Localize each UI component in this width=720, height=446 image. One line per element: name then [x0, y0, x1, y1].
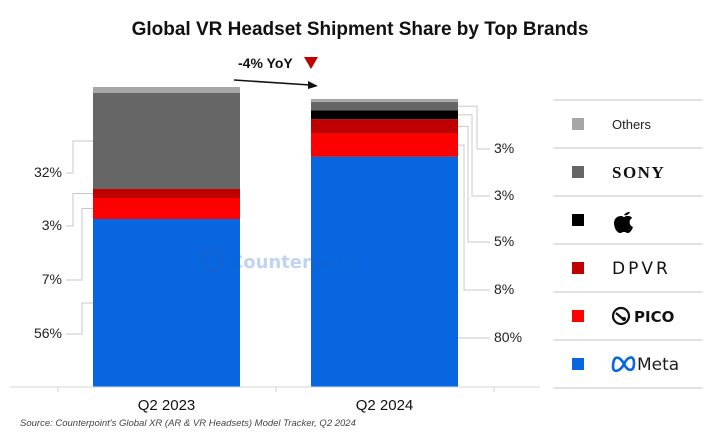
x-tick-label: Q2 2023 [138, 397, 196, 414]
dpvr-logo-icon: DPVR [612, 259, 671, 279]
label-connector [66, 140, 93, 174]
data-label-apple-q2-2024: 3% [494, 187, 514, 203]
pico-logo-icon [611, 306, 631, 326]
chart-title: Global VR Headset Shipment Share by Top … [132, 19, 589, 40]
data-label-meta-q2-2023: 56% [34, 325, 62, 341]
label-connector [66, 193, 93, 227]
legend-swatch [572, 118, 584, 130]
data-label-dpvr-q2-2024: 5% [494, 233, 514, 249]
bar-segment-apple [311, 110, 458, 120]
x-tick-labels: Q2 2023 Q2 2024 [138, 397, 414, 414]
down-triangle-icon [304, 57, 318, 69]
data-label-dpvr-q2-2023: 3% [42, 217, 62, 233]
legend-swatch [572, 310, 584, 322]
legend-swatch [572, 358, 584, 370]
data-label-pico-q2-2024: 8% [494, 281, 514, 297]
arrow-head-icon [308, 81, 318, 89]
data-label-pico-q2-2023: 7% [42, 271, 62, 287]
legend-item-pico: PICO [572, 306, 674, 326]
label-connector [66, 302, 93, 335]
bar-segment-others [311, 99, 458, 102]
label-connectors [66, 105, 490, 339]
yoy-arrow-line [233, 79, 311, 86]
counterpoint-logo-icon [200, 249, 224, 273]
legend: Others SONY DPVR PICO Meta [553, 99, 703, 389]
label-connector [458, 105, 490, 150]
data-label-sony-q2-2024: 3% [494, 140, 514, 156]
source-note: Source: Counterpoint's Global XR (AR & V… [20, 418, 356, 429]
bar-segment-dpvr [93, 189, 240, 198]
bar-segment-meta [93, 219, 240, 387]
watermark-text: Counterpoint [230, 252, 364, 273]
data-labels: 32% 3% 7% 56% 3% 3% 5% 8% 80% [34, 140, 522, 345]
sony-logo-icon: SONY [612, 163, 665, 182]
bar-segment-sony [93, 93, 240, 189]
legend-swatch [572, 214, 584, 226]
legend-item-sony: SONY [572, 163, 665, 182]
legend-item-dpvr: DPVR [572, 259, 671, 279]
bar-segment-sony [311, 101, 458, 111]
legend-swatch [572, 262, 584, 274]
bar-segment-pico [93, 198, 240, 219]
bar-segment-meta [311, 156, 458, 387]
data-label-sony-q2-2023: 32% [34, 164, 62, 180]
legend-label: Meta [637, 355, 679, 375]
legend-label: PICO [634, 308, 674, 326]
legend-item-others: Others [572, 117, 652, 132]
legend-label: Others [612, 117, 652, 132]
label-connector [458, 125, 490, 243]
bar-segment-pico [311, 133, 458, 157]
bar-segment-dpvr [311, 119, 458, 134]
data-label-meta-q2-2024: 80% [494, 329, 522, 345]
label-connector [458, 144, 490, 291]
label-connector [458, 114, 490, 197]
legend-item-apple [572, 212, 633, 233]
bar-segment-others [93, 87, 240, 93]
legend-item-meta: Meta [572, 355, 679, 375]
yoy-annotation: -4% YoY [233, 55, 318, 89]
label-connector [66, 208, 93, 281]
meta-infinity-icon [611, 356, 636, 373]
x-tick-label: Q2 2024 [356, 397, 414, 414]
legend-swatch [572, 166, 584, 178]
bars-group [93, 87, 458, 387]
apple-logo-icon [614, 212, 633, 233]
yoy-label: -4% YoY [238, 55, 293, 71]
watermark: Counterpoint [200, 249, 364, 273]
